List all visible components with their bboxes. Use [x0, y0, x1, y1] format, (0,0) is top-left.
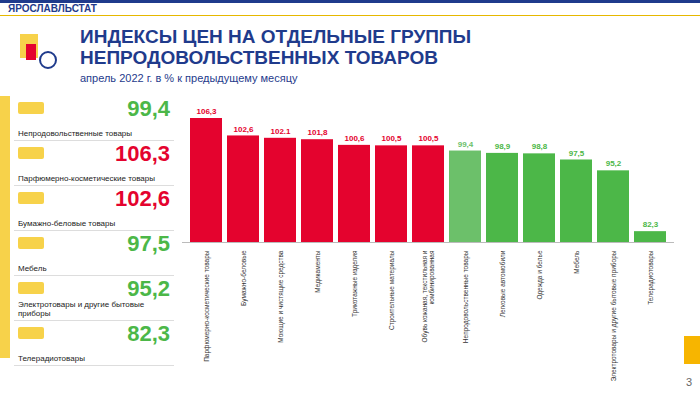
svg-text:99,4: 99,4	[458, 140, 474, 149]
svg-text:82,3: 82,3	[643, 220, 659, 229]
svg-text:Обувь кожаная, текстильная ико: Обувь кожаная, текстильная икомбинирован…	[421, 250, 436, 342]
svg-text:101,8: 101,8	[307, 128, 328, 137]
svg-text:Бумажно-беловые: Бумажно-беловые	[240, 250, 248, 306]
html-text:Телерадиотовары: Телерадиотовары	[18, 354, 85, 363]
html-text:апрель 2022 г. в % к предыдуще: апрель 2022 г. в % к предыдущему месяцу	[80, 72, 298, 84]
svg-text:Непродовольственные товары: Непродовольственные товары	[462, 250, 470, 343]
svg-text:Легковые автомобили: Легковые автомобили	[499, 250, 506, 317]
svg-text:Трикотажные изделия: Трикотажные изделия	[351, 250, 359, 317]
svg-text:100,5: 100,5	[418, 134, 439, 143]
svg-text:98,8: 98,8	[532, 142, 548, 151]
svg-text:102.1: 102.1	[270, 127, 291, 136]
svg-text:Моющие и чистящие средства: Моющие и чистящие средства	[277, 250, 285, 343]
svg-text:106,3: 106,3	[196, 107, 217, 116]
html-text:99,4: 99,4	[127, 96, 170, 121]
html-text:Мебель: Мебель	[18, 264, 47, 273]
svg-text:95,2: 95,2	[606, 159, 622, 168]
html-text:Непродовольственные товары: Непродовольственные товары	[18, 129, 132, 138]
svg-text:Телерадиотовары: Телерадиотовары	[647, 250, 655, 305]
html-text:ИНДЕКСЫ ЦЕН НА ОТДЕЛЬНЫЕ ГРУПП: ИНДЕКСЫ ЦЕН НА ОТДЕЛЬНЫЕ ГРУППЫ НЕПРОДОВ…	[80, 26, 472, 68]
html-text:ЯРОСЛАВЛЬСТАТ: ЯРОСЛАВЛЬСТАТ	[8, 3, 97, 14]
svg-text:Одежда и белье: Одежда и белье	[536, 250, 544, 299]
html-text:Парфюмерно-косметические товар: Парфюмерно-косметические товары	[18, 174, 155, 183]
svg-text:100,5: 100,5	[381, 134, 402, 143]
svg-text:100,6: 100,6	[344, 134, 365, 143]
svg-text:Мебель: Мебель	[573, 250, 580, 274]
svg-text:Парфюмерно-косметические товар: Парфюмерно-косметические товары	[203, 250, 211, 362]
html-text:Электротовары и другие бытовые: Электротовары и другие бытовые приборы	[18, 300, 145, 318]
svg-text:Строительные материалы: Строительные материалы	[388, 250, 396, 330]
html-text:102,6: 102,6	[114, 186, 170, 211]
html-text:106,3: 106,3	[114, 141, 170, 166]
svg-text:98,9: 98,9	[495, 142, 511, 151]
html-text:95,2: 95,2	[127, 276, 170, 301]
html-text:97,5: 97,5	[127, 231, 170, 256]
html-text:82,3: 82,3	[127, 321, 170, 346]
html-text:3: 3	[685, 376, 692, 388]
svg-text:Медикаменты: Медикаменты	[314, 250, 322, 293]
svg-text:97,5: 97,5	[569, 149, 585, 158]
svg-text:Электротовары и другие бытовые: Электротовары и другие бытовые приборы	[610, 250, 618, 381]
html-text:Бумажно-беловые товары: Бумажно-беловые товары	[18, 219, 116, 228]
svg-text:102,6: 102,6	[233, 125, 254, 134]
